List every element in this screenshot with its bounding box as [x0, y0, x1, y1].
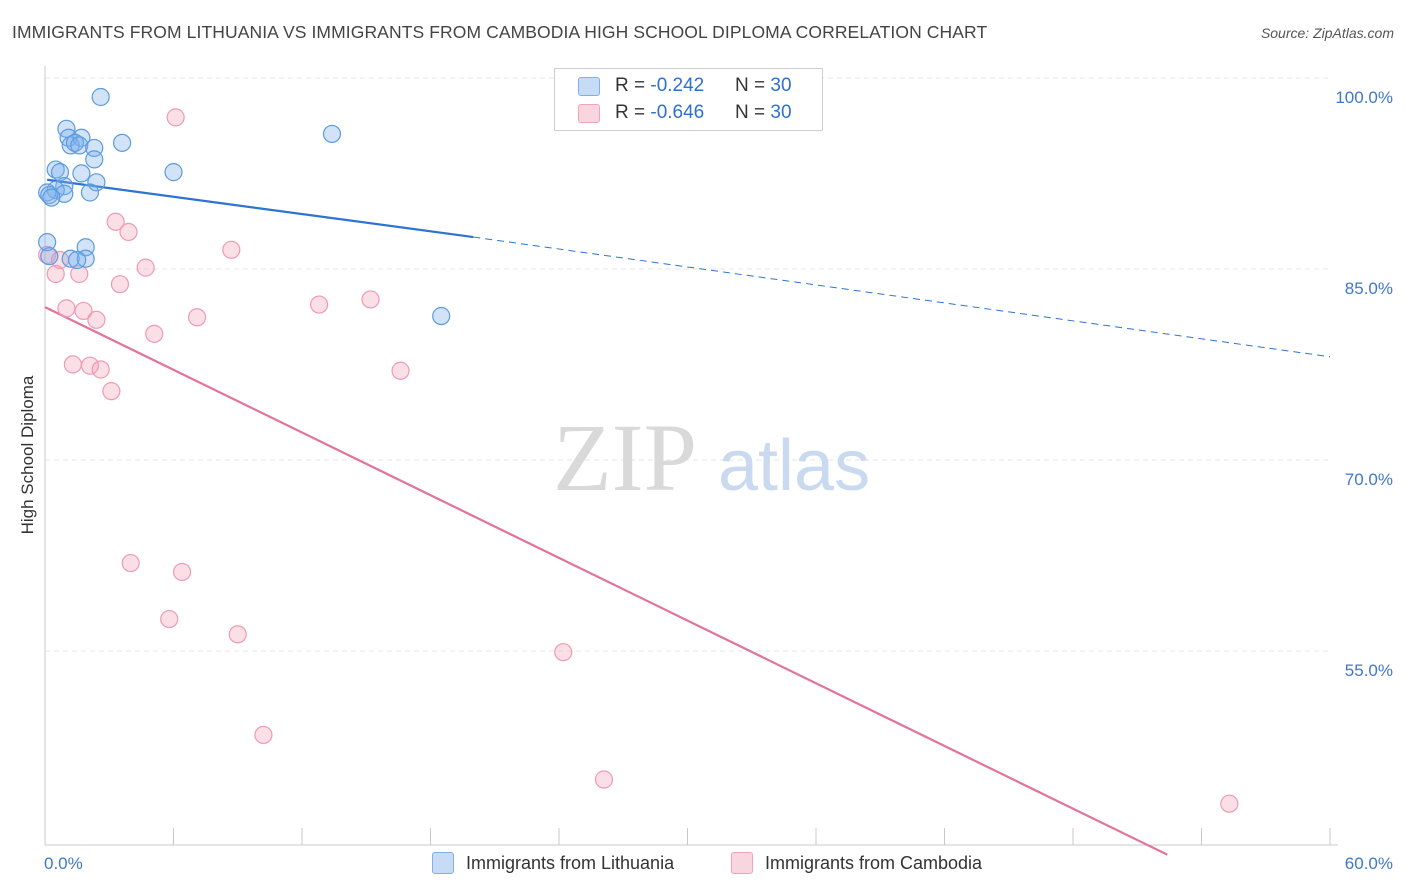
- cambodia-point: [119, 222, 138, 242]
- r-value: -0.242: [650, 75, 705, 96]
- lithuania-point: [38, 233, 57, 252]
- cambodia-point: [57, 299, 76, 318]
- cambodia-point: [91, 360, 110, 379]
- cambodia-point: [74, 301, 93, 321]
- lithuania-point: [87, 173, 106, 192]
- gridlines: [45, 77, 1330, 652]
- n-value: 30: [770, 75, 792, 96]
- lithuania-point: [68, 250, 87, 270]
- n-label: N =: [735, 75, 771, 96]
- lithuania-point: [164, 163, 183, 182]
- cambodia-point: [187, 308, 207, 327]
- cambodia-point: [594, 770, 614, 789]
- cambodia-point: [87, 310, 106, 329]
- y-tick-label: 85.0%: [1345, 279, 1393, 298]
- cambodia-point: [106, 212, 125, 231]
- lithuania-legend-swatch: [432, 852, 454, 874]
- cambodia-point: [46, 264, 65, 284]
- cambodia-point: [554, 643, 573, 662]
- axes: [44, 66, 1338, 846]
- lithuania-point: [61, 249, 80, 268]
- r-value: -0.646: [650, 102, 705, 123]
- data-points: [38, 87, 1239, 813]
- y-tick-label: 100.0%: [1335, 88, 1393, 107]
- cambodia-swatch: [578, 103, 600, 123]
- cambodia-point: [254, 725, 273, 745]
- legend-label-lithuania: Immigrants from Lithuania: [466, 852, 675, 873]
- lithuania-point: [70, 136, 89, 155]
- cambodia-point: [63, 355, 82, 374]
- watermark-zip: ZIP: [553, 404, 697, 511]
- lithuania-point: [432, 306, 451, 326]
- legend-label-cambodia: Immigrants from Cambodia: [765, 852, 983, 873]
- cambodia-point: [228, 625, 247, 644]
- lithuania-point: [50, 163, 70, 182]
- cambodia-point: [166, 108, 185, 127]
- lithuania-swatch: [578, 76, 600, 96]
- cambodia-point: [136, 258, 155, 277]
- lithuania-point: [91, 87, 110, 107]
- cambodia-point: [391, 361, 410, 380]
- cambodia-point: [361, 290, 380, 309]
- cambodia-legend-swatch: [731, 852, 753, 874]
- watermark-atlas: atlas: [718, 426, 870, 506]
- lithuania-point: [42, 188, 61, 207]
- lithuania-point: [40, 185, 59, 205]
- cambodia-point: [70, 264, 89, 284]
- x-tick-label-min: 0.0%: [44, 854, 83, 873]
- lithuania-point: [322, 124, 342, 144]
- r-label: R =: [615, 102, 651, 123]
- lithuania-point: [85, 150, 104, 169]
- legend-item-cambodia[interactable]: Immigrants from Cambodia: [731, 852, 982, 874]
- y-tick-label: 55.0%: [1345, 661, 1393, 680]
- n-value: 30: [770, 102, 792, 123]
- cambodia-point: [310, 295, 329, 314]
- cambodia-point: [110, 275, 130, 294]
- cambodia-point: [1220, 794, 1239, 813]
- lithuania-point: [72, 164, 91, 183]
- legend-item-lithuania[interactable]: Immigrants from Lithuania: [432, 852, 674, 874]
- series-legend: Immigrants from Lithuania Immigrants fro…: [0, 852, 1406, 878]
- trend-lines: [44, 178, 1331, 856]
- cambodia-point: [222, 240, 241, 259]
- lithuania-point: [80, 183, 100, 202]
- stats-legend: R = -0.242 N = 30 R = -0.646 N = 30: [554, 68, 823, 131]
- tick-labels: 55.0% 70.0% 85.0% 100.0% 0.0% 60.0%: [44, 88, 1393, 873]
- cambodia-point: [121, 553, 140, 573]
- cambodia-trend-line: [44, 306, 1168, 856]
- x-tick-label-max: 60.0%: [1345, 854, 1393, 873]
- cambodia-point: [172, 562, 192, 582]
- cambodia-point: [160, 609, 179, 629]
- chart-title: IMMIGRANTS FROM LITHUANIA VS IMMIGRANTS …: [12, 22, 988, 42]
- cambodia-point: [102, 382, 121, 401]
- lithuania-trend-line: [46, 178, 474, 239]
- lithuania-trend-projection: [473, 236, 1331, 358]
- cambodia-point: [80, 356, 100, 375]
- n-label: N =: [735, 102, 771, 123]
- r-label: R =: [615, 75, 651, 96]
- lithuania-point: [55, 177, 74, 196]
- lithuania-point: [112, 133, 132, 152]
- lithuania-point: [40, 247, 59, 266]
- source-label: Source: ZipAtlas.com: [1260, 25, 1394, 41]
- cambodia-point: [145, 324, 164, 343]
- y-tick-label: 70.0%: [1345, 470, 1393, 489]
